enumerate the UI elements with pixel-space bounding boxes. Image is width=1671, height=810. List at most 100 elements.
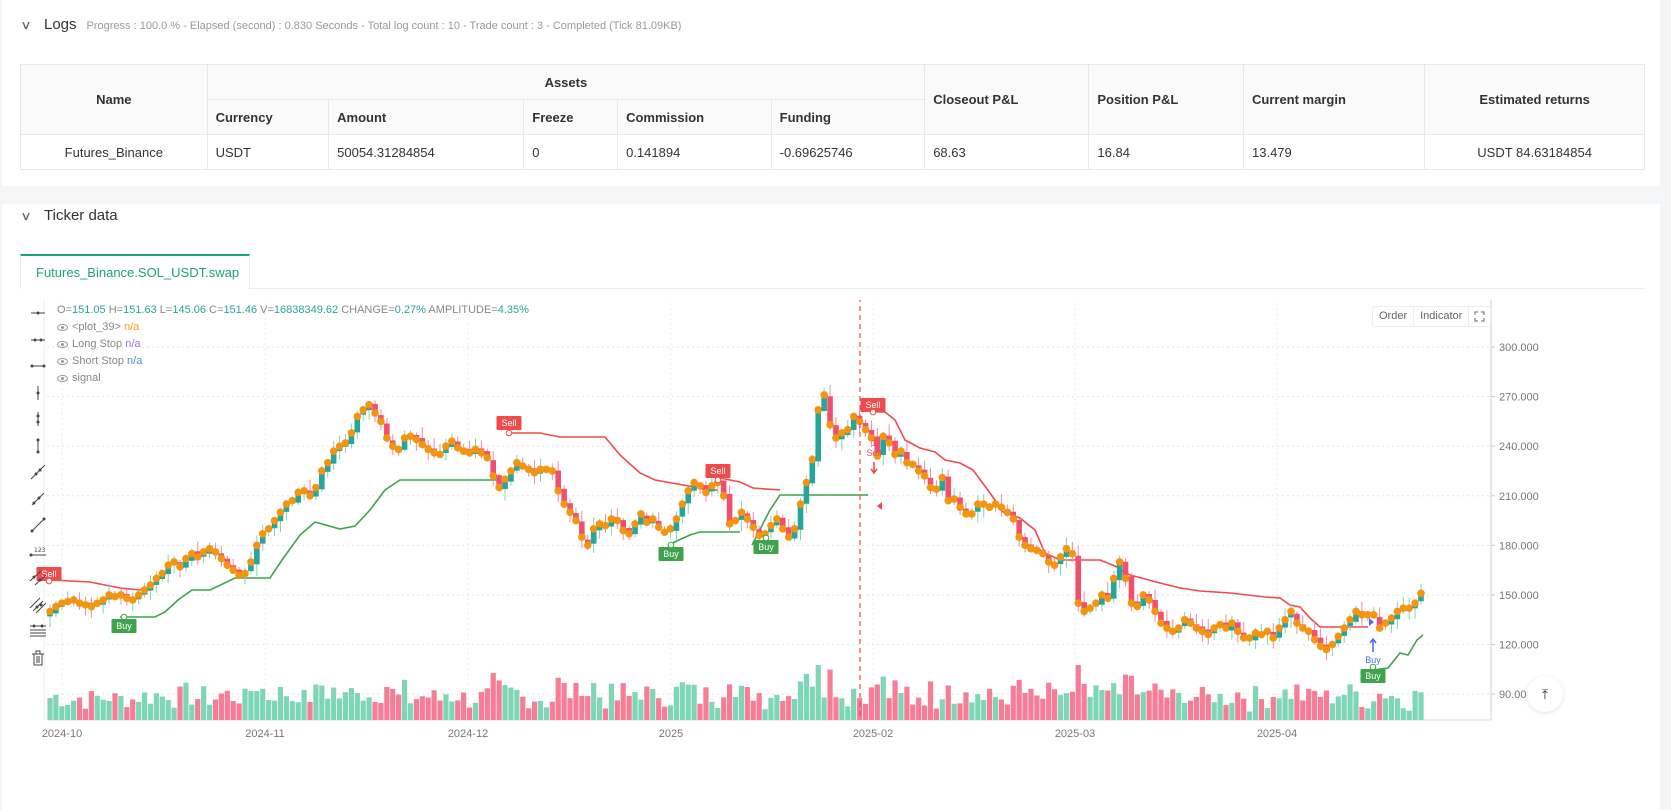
change-value: 0.27% xyxy=(394,304,426,316)
svg-text:Buy: Buy xyxy=(663,549,679,559)
scroll-to-top-button[interactable]: ⤒ xyxy=(1527,676,1563,712)
buy-signal-label: Buy xyxy=(753,534,779,554)
chevron-down-icon[interactable]: ∨ xyxy=(20,18,32,32)
svg-text:2025-03: 2025-03 xyxy=(1055,728,1095,740)
svg-text:120.000: 120.000 xyxy=(1499,640,1539,652)
candlestick-chart[interactable]: 300.000 270.000 240.000 210.000 180.000 150.0… xyxy=(20,300,1645,805)
svg-text:300.000: 300.000 xyxy=(1499,342,1539,354)
logs-header[interactable]: ∨ Logs Progress : 100.0 % - Elapsed (sec… xyxy=(20,16,681,33)
parallel-channel-icon[interactable] xyxy=(26,565,50,592)
arrow-down-icon xyxy=(870,462,878,475)
cell-amount: 50054.31284854 xyxy=(328,134,525,170)
ticker-tabs: Futures_Binance.SOL_USDT.swap xyxy=(20,254,1645,289)
buy-signal-label: Buy xyxy=(111,613,137,633)
open-value: 151.05 xyxy=(71,304,106,316)
order-button[interactable]: Order xyxy=(1373,307,1415,326)
arrow-up-to-top-icon: ⤒ xyxy=(1541,685,1549,702)
trend-ray-icon[interactable] xyxy=(26,459,50,486)
drawing-toolbar: 123 xyxy=(26,300,50,671)
trash-icon[interactable] xyxy=(26,645,50,672)
svg-text:Buy: Buy xyxy=(116,621,132,631)
legend-series-long-stop[interactable]: Long Stop n/a xyxy=(57,336,529,353)
horizontal-segment-icon[interactable] xyxy=(26,353,50,380)
assets-table: Name Assets Closeout P&L Position P&L Cu… xyxy=(20,64,1645,170)
amplitude-value: 4.35% xyxy=(497,304,529,316)
sell-signal-label: Sell xyxy=(705,464,731,484)
table-row: Futures_Binance USDT 50054.31284854 0 0.… xyxy=(20,134,1645,170)
triangle-right-icon xyxy=(1369,618,1374,626)
horizontal-line-icon[interactable] xyxy=(26,327,50,354)
cell-current-margin: 13.479 xyxy=(1242,134,1426,170)
svg-text:210.000: 210.000 xyxy=(1499,491,1539,503)
low-value: 145.06 xyxy=(172,304,206,316)
eye-icon[interactable] xyxy=(57,340,68,348)
vertical-ray-icon[interactable] xyxy=(26,380,50,407)
svg-text:270.000: 270.000 xyxy=(1499,392,1539,404)
legend-series-signal[interactable]: signal xyxy=(57,370,529,387)
svg-text:90.000: 90.000 xyxy=(1499,689,1533,701)
fibonacci-icon[interactable] xyxy=(26,618,50,645)
buy-signal-label: Buy xyxy=(1360,663,1386,683)
logs-panel: ∨ Logs Progress : 100.0 % - Elapsed (sec… xyxy=(2,0,1660,186)
svg-text:123: 123 xyxy=(34,547,46,554)
svg-text:240.000: 240.000 xyxy=(1499,441,1539,453)
ticker-header[interactable]: ∨ Ticker data xyxy=(20,207,117,224)
chart-legend: O=151.05 H=151.63 L=145.06 C=151.46 V=16… xyxy=(57,302,529,387)
eye-icon[interactable] xyxy=(57,323,68,331)
col-current-margin: Current margin xyxy=(1242,64,1426,135)
order-sell-count: 1 xyxy=(871,438,876,448)
ticker-panel: ∨ Ticker data Futures_Binance.SOL_USDT.s… xyxy=(2,204,1660,810)
sell-signal-label: Sell xyxy=(36,567,62,585)
cell-currency: USDT xyxy=(206,134,330,170)
trend-segment-icon[interactable] xyxy=(26,512,50,539)
svg-text:Sell: Sell xyxy=(865,400,880,410)
long-stop-line xyxy=(120,479,1424,671)
triangle-left-icon xyxy=(877,502,882,510)
eye-icon[interactable] xyxy=(57,357,68,365)
svg-text:Buy: Buy xyxy=(758,542,774,552)
order-buy-label: Buy xyxy=(1365,655,1381,665)
legend-series-plot39[interactable]: <plot_39> n/a xyxy=(57,319,529,336)
vertical-line-icon[interactable] xyxy=(26,406,50,433)
multi-parallel-icon[interactable] xyxy=(26,592,50,619)
svg-text:Buy: Buy xyxy=(1365,671,1381,681)
sell-signal-label: Sell xyxy=(496,416,522,437)
ohlc-readout: O=151.05 H=151.63 L=145.06 C=151.46 V=16… xyxy=(57,304,529,316)
col-position-pl: Position P&L xyxy=(1088,64,1244,135)
chevron-down-icon[interactable]: ∨ xyxy=(20,209,32,223)
sell-signal-label: Sell xyxy=(860,398,886,416)
col-estimated-returns: Estimated returns xyxy=(1424,64,1645,135)
cell-name: Futures_Binance xyxy=(20,134,208,170)
svg-text:2025-02: 2025-02 xyxy=(853,728,893,740)
col-group-assets: Assets xyxy=(206,64,926,100)
svg-text:Sell: Sell xyxy=(710,466,725,476)
high-value: 151.63 xyxy=(123,304,157,316)
svg-text:2025: 2025 xyxy=(659,728,683,740)
chart-area[interactable]: 300.000 270.000 240.000 210.000 180.000 150.0… xyxy=(20,300,1645,805)
col-closeout-pl: Closeout P&L xyxy=(924,64,1090,135)
svg-text:150.000: 150.000 xyxy=(1499,590,1539,602)
volume-value: 16838349.62 xyxy=(273,304,339,316)
cell-freeze: 0 xyxy=(523,134,619,170)
svg-text:2025-04: 2025-04 xyxy=(1257,728,1297,740)
col-currency: Currency xyxy=(206,99,330,135)
indicator-button[interactable]: Indicator xyxy=(1414,307,1470,326)
svg-text:2024-11: 2024-11 xyxy=(245,728,285,740)
horizontal-ray-icon[interactable] xyxy=(26,300,50,327)
page-scrollbar[interactable] xyxy=(1660,0,1671,810)
legend-series-short-stop[interactable]: Short Stop n/a xyxy=(57,353,529,370)
price-line-icon[interactable]: 123 xyxy=(26,539,50,566)
cell-commission: 0.141894 xyxy=(617,134,772,170)
svg-text:180.000: 180.000 xyxy=(1499,540,1539,552)
tab-sol-usdt-swap[interactable]: Futures_Binance.SOL_USDT.swap xyxy=(20,254,250,289)
cell-funding: -0.69625746 xyxy=(770,134,926,170)
fullscreen-icon[interactable] xyxy=(1469,307,1490,326)
vertical-segment-icon[interactable] xyxy=(26,433,50,460)
chart-controls: Order Indicator xyxy=(1372,306,1492,327)
candles xyxy=(46,385,1425,661)
trend-line-icon[interactable] xyxy=(26,486,50,513)
eye-icon[interactable] xyxy=(57,374,68,382)
cell-closeout-pl: 68.63 xyxy=(924,134,1090,170)
logs-title: Logs xyxy=(44,16,77,33)
col-funding: Funding xyxy=(770,99,926,135)
